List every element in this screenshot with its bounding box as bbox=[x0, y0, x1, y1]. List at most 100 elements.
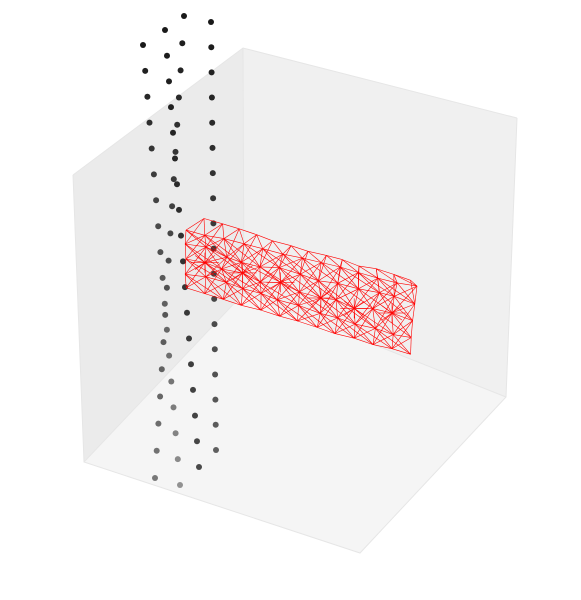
mesh-edge bbox=[299, 262, 322, 293]
scatter-point bbox=[174, 456, 181, 463]
mesh-edge bbox=[353, 288, 359, 309]
scatter-point bbox=[170, 129, 176, 136]
mesh-edge bbox=[223, 288, 243, 300]
scatter-point bbox=[153, 447, 160, 454]
mesh-edge bbox=[204, 293, 224, 300]
mesh-edge bbox=[393, 320, 413, 335]
mesh-edge bbox=[392, 334, 411, 355]
scatter-point bbox=[166, 352, 173, 359]
mesh-edge bbox=[272, 240, 284, 255]
mesh-edge bbox=[358, 277, 378, 290]
mesh-edge bbox=[205, 276, 227, 283]
mesh-edge bbox=[319, 313, 336, 334]
mesh-edge bbox=[354, 301, 365, 309]
scatter-point bbox=[209, 119, 216, 126]
mesh-edge bbox=[184, 258, 187, 275]
scatter-point bbox=[190, 386, 196, 393]
mesh-edge bbox=[391, 296, 395, 314]
mesh-edge bbox=[203, 218, 206, 236]
scatter-point bbox=[157, 393, 164, 400]
mesh-edge bbox=[316, 313, 321, 328]
axes-panes bbox=[72, 47, 518, 554]
mesh-edge bbox=[321, 262, 341, 268]
mesh-edge bbox=[260, 282, 281, 311]
mesh-edge bbox=[391, 303, 415, 314]
mesh-edge bbox=[320, 313, 338, 319]
mesh-edge bbox=[337, 283, 355, 309]
mesh-edge bbox=[232, 265, 243, 274]
mesh-edge bbox=[280, 282, 291, 290]
mesh-edge bbox=[300, 273, 319, 282]
mesh-edge bbox=[226, 282, 242, 306]
mesh-edge bbox=[282, 253, 301, 275]
mesh-edge bbox=[282, 253, 319, 282]
mesh-edge bbox=[302, 251, 309, 259]
mesh-edge bbox=[358, 272, 378, 279]
mesh-edge bbox=[185, 262, 206, 288]
mesh-edge bbox=[232, 272, 243, 281]
mesh-edge bbox=[358, 272, 380, 293]
mesh-edge bbox=[241, 293, 262, 306]
mesh-edge bbox=[185, 243, 207, 248]
scatter-point bbox=[164, 52, 170, 59]
mesh-edge bbox=[354, 323, 393, 349]
mesh-edge bbox=[241, 262, 261, 283]
mesh-edge bbox=[205, 256, 228, 278]
mesh-edge bbox=[335, 272, 359, 300]
mesh-edge bbox=[414, 286, 418, 305]
mesh-edge bbox=[291, 245, 309, 252]
mesh-edge bbox=[222, 223, 225, 239]
mesh-edge bbox=[186, 276, 206, 289]
scatter-point bbox=[179, 40, 186, 47]
scatter-point bbox=[168, 104, 174, 111]
mesh-edge bbox=[299, 291, 321, 314]
mesh-edge bbox=[379, 292, 413, 321]
mesh-edge bbox=[260, 309, 280, 317]
mesh-edge bbox=[376, 268, 394, 275]
scatter-point bbox=[196, 464, 202, 470]
mesh-edge bbox=[358, 288, 380, 293]
mesh-edge bbox=[299, 291, 321, 299]
mesh-edge bbox=[204, 262, 215, 270]
mesh-edge bbox=[241, 262, 281, 283]
mesh-edge bbox=[396, 282, 416, 305]
mesh-edge bbox=[393, 274, 398, 284]
mesh-edge bbox=[279, 267, 300, 293]
mesh-edge bbox=[204, 235, 207, 247]
mesh-edge bbox=[300, 274, 322, 299]
mesh-edge bbox=[393, 274, 418, 287]
mesh-edge bbox=[279, 245, 292, 268]
mesh-edge bbox=[204, 262, 227, 283]
mesh-edge bbox=[204, 268, 222, 294]
mesh-edge bbox=[335, 283, 339, 300]
scatter-point bbox=[211, 295, 218, 302]
mesh-edge bbox=[375, 268, 380, 293]
scatter-point bbox=[181, 13, 187, 19]
mesh-edge bbox=[223, 299, 242, 306]
scatter-point bbox=[157, 249, 164, 256]
mesh-edge bbox=[226, 256, 242, 263]
mesh-edge bbox=[298, 305, 336, 334]
scatter-point bbox=[162, 311, 169, 318]
mesh-edge bbox=[260, 267, 280, 294]
scatter-point bbox=[155, 223, 162, 230]
mesh-edge bbox=[277, 299, 280, 317]
mesh-edge bbox=[242, 288, 262, 311]
mesh-edge bbox=[300, 258, 303, 275]
mesh-edge bbox=[204, 256, 227, 263]
mesh-edge bbox=[337, 308, 355, 319]
mesh-edge bbox=[204, 235, 224, 239]
mesh-edge bbox=[377, 277, 395, 297]
mesh-edge bbox=[335, 299, 376, 329]
mesh-edge bbox=[184, 243, 187, 260]
mesh-edge bbox=[337, 272, 359, 284]
mesh-edge bbox=[320, 290, 331, 299]
mesh-edge bbox=[321, 262, 359, 290]
mesh-edge bbox=[222, 223, 240, 230]
mesh-edge bbox=[185, 246, 207, 260]
mesh-edge bbox=[381, 305, 393, 314]
mesh-edge bbox=[205, 276, 224, 300]
scatter-point bbox=[212, 421, 219, 428]
mesh-edge bbox=[262, 248, 301, 275]
